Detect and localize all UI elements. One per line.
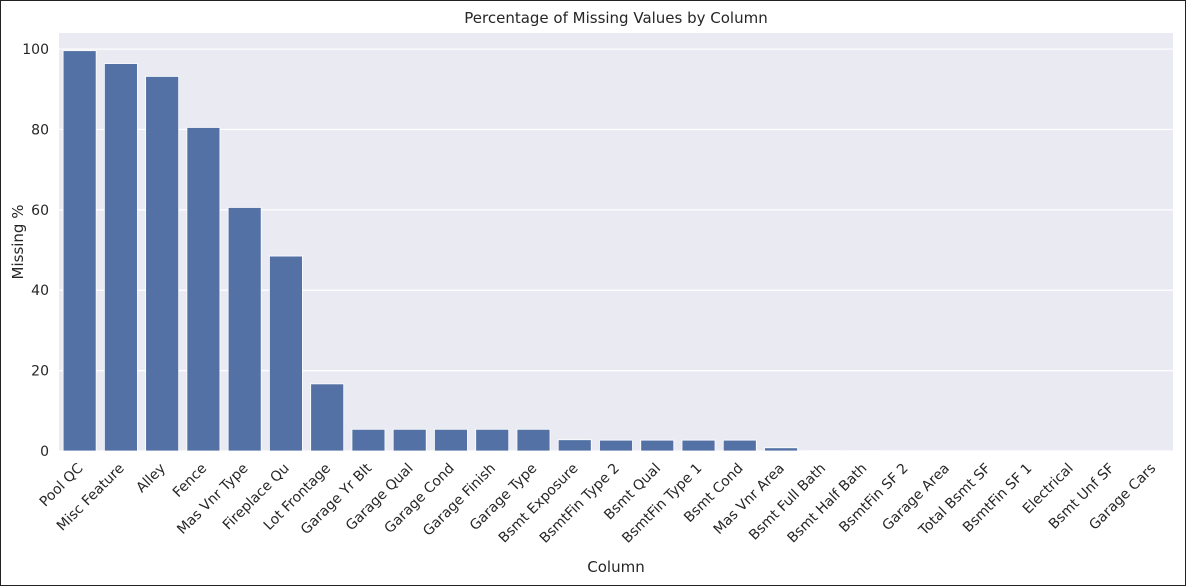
y-tick-label: 80 (31, 122, 49, 138)
x-tick-label: Mas Vnr Type (174, 461, 251, 538)
bar (351, 428, 386, 452)
bar (392, 428, 427, 452)
bars (62, 50, 1170, 452)
chart-title: Percentage of Missing Values by Column (464, 9, 767, 27)
bar (475, 428, 510, 452)
bar (145, 76, 180, 452)
x-tick-label: Garage Yr Blt (298, 460, 376, 538)
x-tick-label: Total Bsmt SF (915, 461, 994, 540)
y-tick-label: 0 (40, 444, 49, 460)
bar (103, 63, 138, 452)
x-tick-label: Fence (170, 461, 210, 501)
plot-area (59, 33, 1173, 451)
bar (269, 255, 303, 452)
y-tick-label: 20 (31, 364, 49, 380)
bar (557, 439, 592, 452)
bar (599, 439, 633, 452)
y-tick-label: 60 (31, 203, 49, 219)
y-tick-label: 40 (31, 283, 49, 299)
x-tick-label: Mas Vnr Area (711, 461, 788, 538)
bar (227, 207, 262, 452)
bar (434, 428, 468, 452)
bar (516, 428, 551, 452)
y-axis-label: Missing % (9, 205, 27, 280)
bar (640, 439, 675, 452)
x-axis-label: Column (587, 558, 644, 576)
bar (186, 127, 221, 452)
bar (722, 439, 757, 452)
x-tick-label: Garage Finish (420, 461, 499, 540)
bar (681, 439, 716, 452)
bar (764, 447, 798, 452)
bar (62, 50, 97, 452)
y-tick-label: 100 (22, 42, 49, 58)
x-tick-label: Alley (133, 461, 169, 497)
y-tick-labels: 0 20 40 60 80 100 (22, 42, 49, 460)
bar (310, 383, 345, 452)
